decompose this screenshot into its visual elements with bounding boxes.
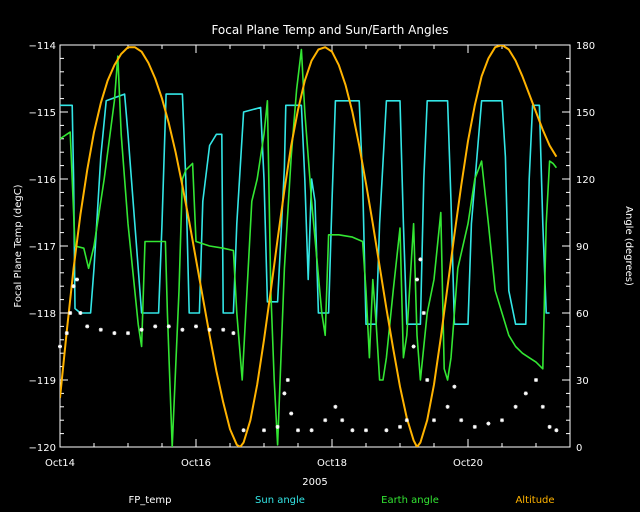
- y-right-tick-label: 30: [576, 376, 589, 387]
- y-left-tick-label: −115: [29, 108, 56, 119]
- legend-sun-angle: Sun angle: [255, 495, 305, 506]
- fp-temp-point: [58, 344, 62, 349]
- fp-temp-point: [296, 428, 300, 433]
- y-left-tick-label: −116: [29, 175, 56, 186]
- fp-temp-point: [384, 428, 389, 433]
- y-right-tick-label: 60: [576, 309, 589, 320]
- fp-temp-point: [207, 327, 212, 332]
- y-right-tick-label: 120: [576, 175, 595, 186]
- fp-temp-point: [194, 324, 198, 329]
- fp-temp-point: [459, 418, 464, 423]
- y-right-tick-label: 90: [576, 242, 589, 253]
- fp-temp-point: [126, 331, 130, 336]
- fp-temp-point: [78, 311, 83, 315]
- legend-fp-temp: FP_temp: [129, 495, 172, 506]
- series-line-sun-angle: [60, 93, 550, 325]
- legend-earth-angle: Earth angle: [381, 495, 439, 506]
- fp-temp-point: [432, 418, 436, 423]
- x-axis-label: 2005: [302, 477, 327, 488]
- x-tick-label: Oct16: [181, 458, 211, 469]
- x-tick-label: Oct20: [453, 458, 483, 469]
- fp-temp-point: [64, 331, 69, 336]
- fp-temp-point: [425, 378, 430, 382]
- y-right-tick-label: 180: [576, 41, 595, 52]
- fp-temp-point: [98, 327, 103, 332]
- y-left-tick-label: −117: [29, 242, 56, 253]
- y-left-tick-label: −119: [29, 376, 56, 387]
- fp-temp-point: [75, 277, 79, 282]
- fp-temp-point: [85, 324, 90, 329]
- legend-altitude: Altitude: [515, 495, 554, 506]
- fp-temp-point: [153, 324, 158, 329]
- axis-ticks: Oct14 Oct16 Oct18 Oct20 −120 −119 −118 −117 −116…: [29, 41, 596, 469]
- fp-temp-point: [500, 418, 504, 423]
- y-axis-label-left: Focal Plane Temp (degC): [13, 184, 24, 307]
- fp-temp-point: [513, 404, 518, 409]
- fp-temp-point: [404, 418, 409, 423]
- series-line-earth-angle: [60, 48, 558, 447]
- y-right-tick-label: 150: [576, 108, 595, 119]
- fp-temp-point: [540, 404, 545, 409]
- fp-temp-point: [445, 404, 450, 409]
- fp-temp-point: [486, 421, 491, 426]
- fp-temp-point: [275, 424, 280, 429]
- series-line-altitude: [60, 45, 558, 447]
- y-left-tick-label: −114: [29, 41, 56, 52]
- fp-temp-point: [282, 391, 287, 396]
- fp-temp-point: [333, 404, 338, 409]
- fp-temp-point: [180, 327, 185, 332]
- y-right-tick-label: 0: [576, 443, 582, 454]
- fp-temp-point: [285, 378, 290, 382]
- fp-temp-point: [166, 324, 171, 329]
- fp-temp-point: [411, 344, 416, 349]
- fp-temp-point: [534, 378, 538, 382]
- fp-temp-point: [547, 424, 552, 429]
- fp-temp-point: [262, 428, 266, 433]
- fp-temp-point: [554, 428, 559, 433]
- legend: FP_temp Sun angle Earth angle Altitude: [129, 495, 555, 506]
- fp-temp-point: [452, 384, 457, 389]
- fp-temp-point: [221, 327, 226, 332]
- series-layer: [58, 45, 559, 447]
- x-tick-label: Oct14: [45, 458, 75, 469]
- fp-temp-point: [112, 331, 117, 336]
- chart-title: Focal Plane Temp and Sun/Earth Angles: [211, 23, 448, 37]
- fp-temp-point: [398, 424, 402, 429]
- y-left-tick-label: −118: [29, 309, 56, 320]
- fp-temp-point: [415, 277, 419, 282]
- fp-temp-point: [418, 257, 423, 262]
- fp-temp-point: [350, 428, 355, 433]
- fp-temp-point: [523, 391, 528, 396]
- fp-temp-point: [71, 284, 76, 289]
- fp-temp-point: [289, 411, 294, 416]
- fp-temp-point: [241, 428, 246, 433]
- fp-temp-point: [68, 311, 73, 315]
- fp-temp-point: [472, 424, 477, 429]
- fp-temp-point: [231, 331, 236, 336]
- fp-temp-point: [309, 428, 314, 433]
- fp-temp-point: [323, 418, 328, 423]
- fp-temp-point: [139, 327, 144, 332]
- fp-temp-point: [364, 428, 368, 433]
- fp-temp-point: [421, 311, 426, 315]
- fp-temp-point: [340, 418, 345, 423]
- y-axis-label-right: Angle (degrees): [623, 206, 634, 286]
- x-tick-label: Oct18: [317, 458, 347, 469]
- y-left-tick-label: −120: [29, 443, 56, 454]
